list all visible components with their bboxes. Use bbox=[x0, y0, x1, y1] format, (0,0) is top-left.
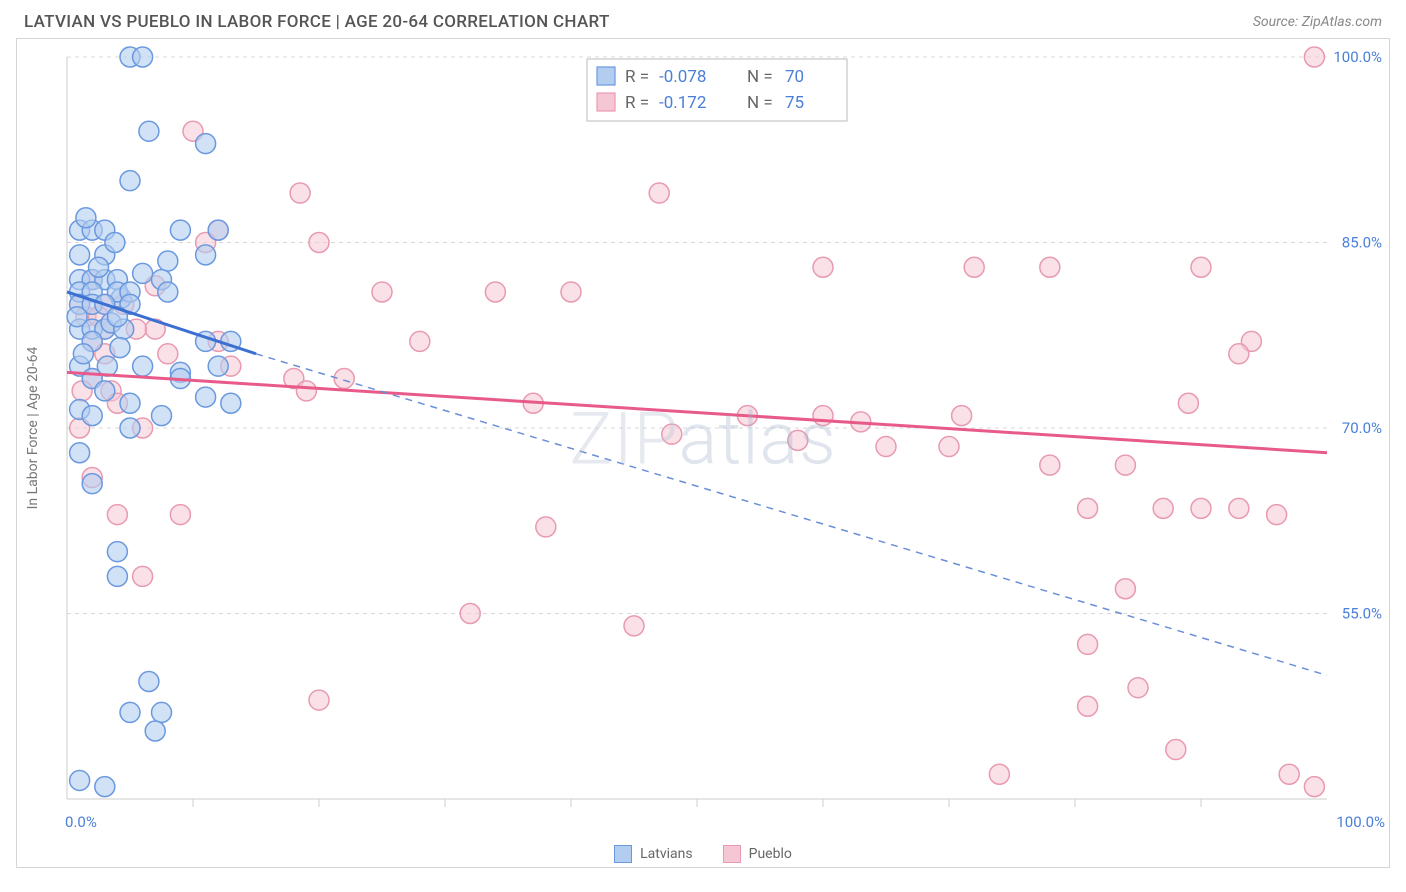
legend-item-latvians: Latvians bbox=[614, 845, 693, 863]
scatter-chart: 55.0% 70.0% 85.0% 100.0% 0.0% 100.0% In Labor … bbox=[17, 39, 1391, 839]
legend-swatch-latvians bbox=[614, 845, 632, 863]
legend-label: Pueblo bbox=[749, 846, 792, 862]
svg-text:0.0%: 0.0% bbox=[65, 813, 97, 831]
bottom-legend: Latvians Pueblo bbox=[17, 839, 1389, 867]
svg-text:In Labor Force | Age 20-64: In Labor Force | Age 20-64 bbox=[25, 346, 41, 509]
svg-text:-0.078: -0.078 bbox=[659, 67, 706, 87]
svg-text:-0.172: -0.172 bbox=[659, 93, 706, 113]
svg-text:70: 70 bbox=[785, 67, 804, 87]
svg-text:R =: R = bbox=[625, 93, 649, 113]
svg-text:75: 75 bbox=[785, 93, 804, 113]
svg-text:85.0%: 85.0% bbox=[1342, 234, 1382, 252]
svg-text:N =: N = bbox=[747, 93, 773, 113]
chart-frame: 55.0% 70.0% 85.0% 100.0% 0.0% 100.0% In Labor … bbox=[16, 38, 1390, 868]
chart-source: Source: ZipAtlas.com bbox=[1253, 14, 1382, 30]
chart-container: 55.0% 70.0% 85.0% 100.0% 0.0% 100.0% In Labor … bbox=[17, 39, 1389, 839]
svg-text:100.0%: 100.0% bbox=[1336, 813, 1385, 831]
svg-text:R =: R = bbox=[625, 67, 649, 87]
svg-text:70.0%: 70.0% bbox=[1342, 419, 1382, 437]
legend-swatch-pueblo bbox=[723, 845, 741, 863]
svg-text:N =: N = bbox=[747, 67, 773, 87]
svg-text:55.0%: 55.0% bbox=[1342, 605, 1382, 623]
svg-text:100.0%: 100.0% bbox=[1333, 48, 1382, 66]
chart-title: LATVIAN VS PUEBLO IN LABOR FORCE | AGE 2… bbox=[24, 12, 610, 32]
chart-header: LATVIAN VS PUEBLO IN LABOR FORCE | AGE 2… bbox=[0, 0, 1406, 38]
legend-label: Latvians bbox=[640, 846, 693, 862]
legend-item-pueblo: Pueblo bbox=[723, 845, 792, 863]
